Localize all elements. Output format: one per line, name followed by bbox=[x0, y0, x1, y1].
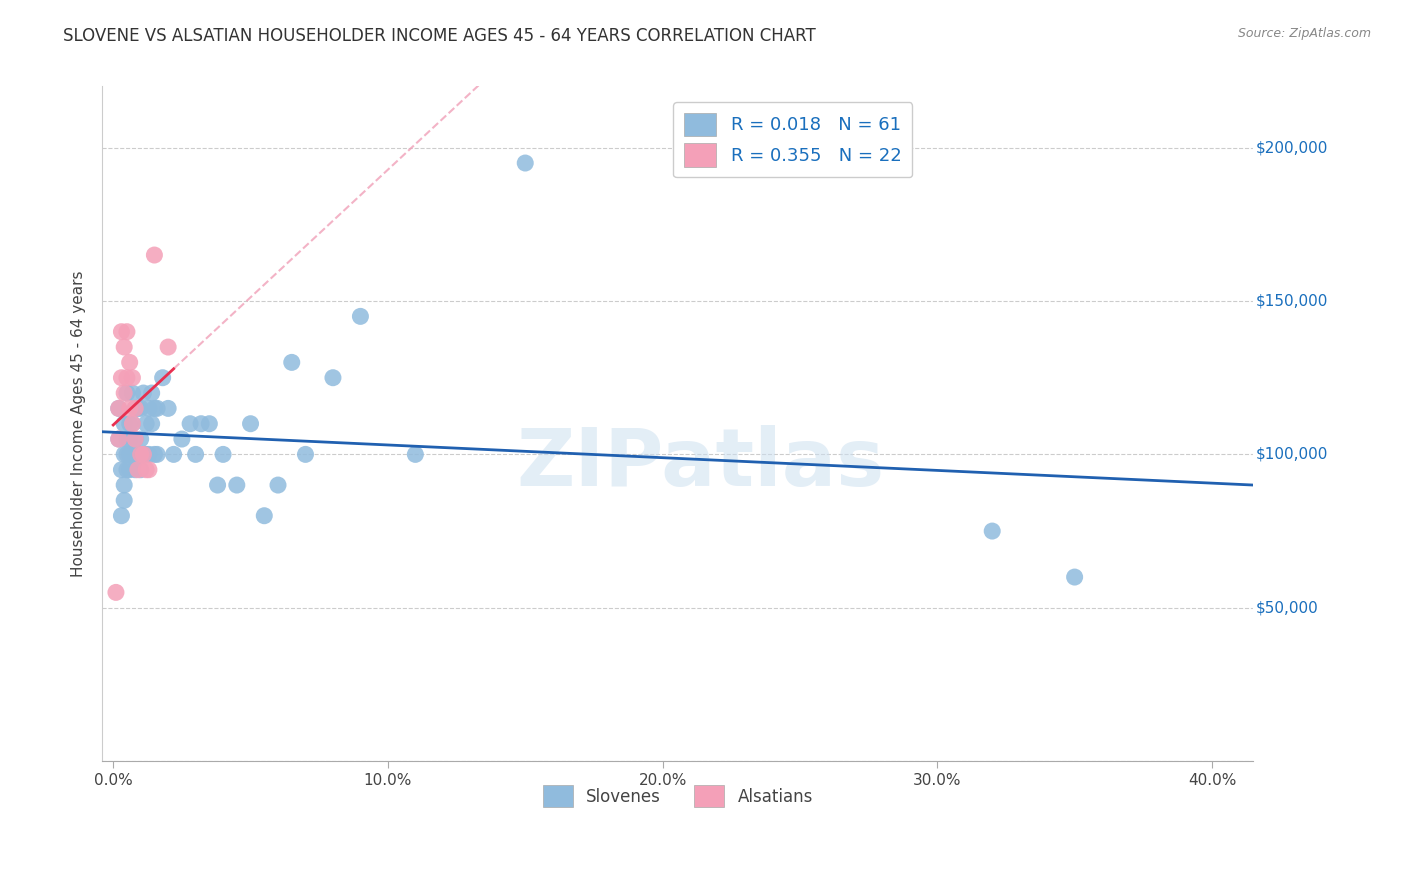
Point bbox=[118, 355, 141, 369]
Point bbox=[104, 585, 127, 599]
Point bbox=[115, 370, 138, 384]
Point bbox=[281, 355, 304, 369]
Point bbox=[253, 508, 276, 523]
Point bbox=[124, 432, 146, 446]
Point bbox=[110, 508, 132, 523]
Point bbox=[138, 463, 160, 477]
Point bbox=[132, 447, 155, 461]
Point bbox=[118, 417, 141, 431]
Point bbox=[129, 447, 152, 461]
Y-axis label: Householder Income Ages 45 - 64 years: Householder Income Ages 45 - 64 years bbox=[72, 270, 86, 577]
Legend: Slovenes, Alsatians: Slovenes, Alsatians bbox=[536, 779, 820, 814]
Point bbox=[146, 447, 169, 461]
Point bbox=[110, 370, 132, 384]
Point bbox=[135, 463, 157, 477]
Point bbox=[110, 325, 132, 339]
Point bbox=[141, 386, 163, 401]
Text: $50,000: $50,000 bbox=[1256, 600, 1319, 615]
Point bbox=[107, 401, 129, 416]
Point bbox=[212, 447, 235, 461]
Point bbox=[112, 386, 135, 401]
Point bbox=[239, 417, 262, 431]
Point bbox=[207, 478, 229, 492]
Point bbox=[112, 478, 135, 492]
Point bbox=[184, 447, 207, 461]
Point bbox=[118, 432, 141, 446]
Point bbox=[157, 340, 180, 354]
Point bbox=[112, 340, 135, 354]
Point bbox=[129, 432, 152, 446]
Point bbox=[127, 447, 149, 461]
Text: $100,000: $100,000 bbox=[1256, 447, 1327, 462]
Point bbox=[110, 463, 132, 477]
Point bbox=[981, 524, 1004, 538]
Point bbox=[294, 447, 316, 461]
Point bbox=[121, 386, 143, 401]
Point bbox=[1063, 570, 1085, 584]
Point bbox=[162, 447, 184, 461]
Point bbox=[127, 463, 149, 477]
Point bbox=[118, 447, 141, 461]
Point bbox=[132, 447, 155, 461]
Point bbox=[124, 463, 146, 477]
Text: $150,000: $150,000 bbox=[1256, 293, 1327, 309]
Point bbox=[157, 401, 180, 416]
Point bbox=[121, 370, 143, 384]
Point bbox=[115, 386, 138, 401]
Point bbox=[143, 401, 166, 416]
Point bbox=[124, 432, 146, 446]
Point bbox=[267, 478, 290, 492]
Point bbox=[143, 248, 166, 262]
Point bbox=[107, 401, 129, 416]
Point bbox=[124, 401, 146, 416]
Point bbox=[112, 447, 135, 461]
Point bbox=[135, 447, 157, 461]
Point bbox=[115, 447, 138, 461]
Point bbox=[129, 463, 152, 477]
Point bbox=[138, 447, 160, 461]
Point bbox=[129, 401, 152, 416]
Text: ZIPatlas: ZIPatlas bbox=[516, 425, 884, 503]
Point bbox=[107, 432, 129, 446]
Point bbox=[152, 370, 174, 384]
Point bbox=[404, 447, 426, 461]
Point bbox=[121, 417, 143, 431]
Point bbox=[115, 325, 138, 339]
Point bbox=[127, 401, 149, 416]
Point bbox=[115, 463, 138, 477]
Point bbox=[118, 401, 141, 416]
Point bbox=[124, 401, 146, 416]
Point bbox=[179, 417, 201, 431]
Text: SLOVENE VS ALSATIAN HOUSEHOLDER INCOME AGES 45 - 64 YEARS CORRELATION CHART: SLOVENE VS ALSATIAN HOUSEHOLDER INCOME A… bbox=[63, 27, 815, 45]
Point bbox=[198, 417, 221, 431]
Point bbox=[132, 386, 155, 401]
Point bbox=[115, 432, 138, 446]
Point bbox=[141, 417, 163, 431]
Point bbox=[135, 417, 157, 431]
Point bbox=[349, 310, 371, 324]
Text: $200,000: $200,000 bbox=[1256, 140, 1327, 155]
Point bbox=[112, 417, 135, 431]
Text: Source: ZipAtlas.com: Source: ZipAtlas.com bbox=[1237, 27, 1371, 40]
Point bbox=[107, 432, 129, 446]
Point bbox=[138, 401, 160, 416]
Point bbox=[121, 447, 143, 461]
Point bbox=[190, 417, 212, 431]
Point bbox=[112, 493, 135, 508]
Point bbox=[170, 432, 193, 446]
Point bbox=[515, 156, 537, 170]
Point bbox=[225, 478, 247, 492]
Point bbox=[121, 417, 143, 431]
Point bbox=[143, 447, 166, 461]
Point bbox=[146, 401, 169, 416]
Point bbox=[322, 370, 344, 384]
Point bbox=[118, 463, 141, 477]
